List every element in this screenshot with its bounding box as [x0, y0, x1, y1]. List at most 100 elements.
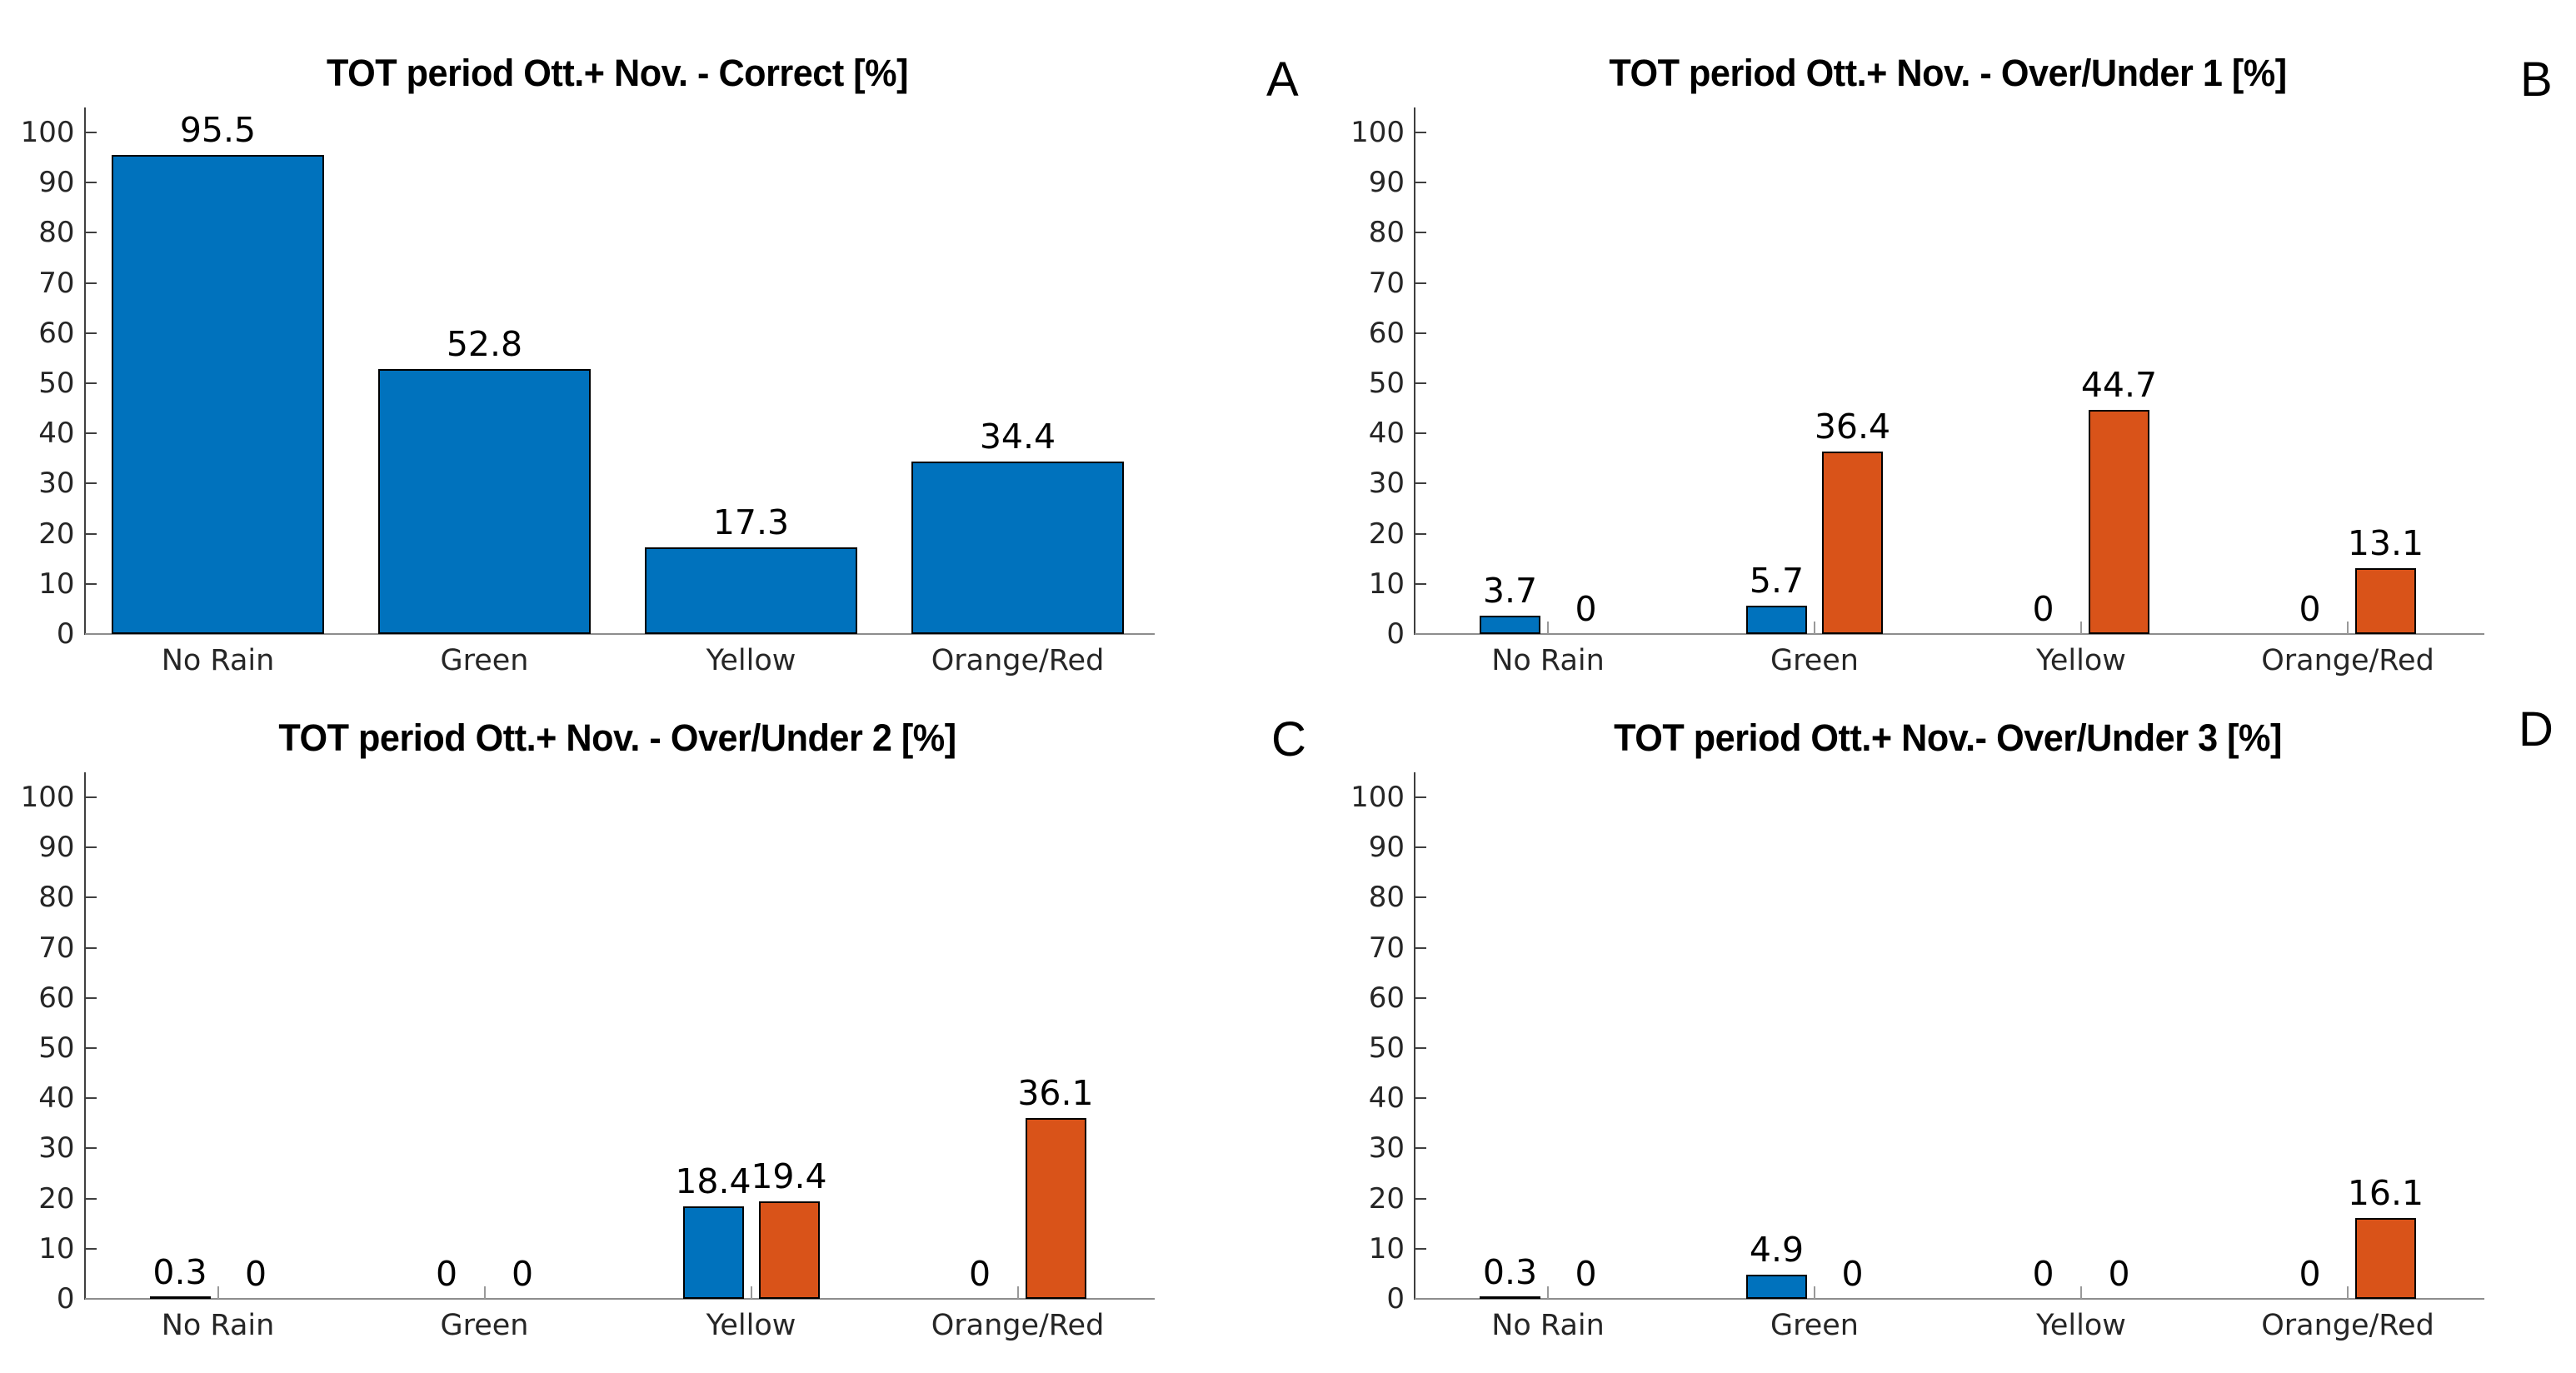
y-tick-mark	[1415, 132, 1426, 134]
y-tick-label: 30	[1368, 1131, 1405, 1166]
y-axis	[83, 772, 86, 1300]
x-axis	[84, 1298, 1155, 1300]
x-tick-mark	[1547, 1286, 1549, 1299]
y-tick-label: 50	[38, 1031, 75, 1066]
y-tick-mark	[1415, 1247, 1426, 1250]
x-tick-mark	[1547, 622, 1549, 634]
value-label-D-2-orange: 0	[2108, 1254, 2130, 1294]
x-category-label: Green	[1770, 1309, 1859, 1342]
y-tick-mark	[84, 946, 97, 949]
x-tick-mark	[2080, 1286, 2082, 1299]
y-tick-label: 90	[1368, 831, 1405, 865]
x-axis	[1415, 1298, 2484, 1300]
value-label-B-2-orange: 44.7	[2080, 364, 2158, 405]
y-tick-mark	[1415, 582, 1426, 585]
x-axis	[1415, 633, 2484, 635]
value-label-A-3-blue: 34.4	[979, 416, 1056, 457]
y-tick-mark	[1415, 382, 1426, 385]
bar-B-1-orange	[1822, 451, 1883, 634]
y-tick-label: 0	[56, 1282, 75, 1316]
y-tick-mark	[1415, 1097, 1426, 1100]
bar-C-3-orange	[1025, 1117, 1086, 1299]
panel-letter-a: A	[1266, 52, 1299, 107]
y-tick-label: 30	[38, 1131, 75, 1166]
y-tick-mark	[84, 846, 97, 849]
bar-B-3-orange	[2355, 568, 2416, 634]
y-tick-mark	[1415, 332, 1426, 334]
value-label-C-1-blue: 0	[435, 1254, 458, 1294]
x-category-label: Green	[1770, 644, 1859, 677]
bar-B-2-orange	[2089, 409, 2149, 634]
y-tick-label: 20	[1368, 517, 1405, 551]
y-tick-label: 0	[1386, 617, 1405, 651]
chart-title-c: TOT period Ott.+ Nov. - Over/Under 2 [%]	[278, 716, 956, 759]
panel-letter-b: B	[2520, 52, 2553, 107]
y-tick-label: 30	[38, 467, 75, 501]
y-tick-label: 60	[38, 981, 75, 1015]
y-tick-label: 80	[1368, 881, 1405, 915]
y-tick-label: 100	[1350, 116, 1405, 150]
value-label-C-3-blue: 0	[968, 1254, 991, 1294]
value-label-C-1-orange: 0	[511, 1254, 534, 1294]
x-tick-mark	[1814, 622, 1815, 634]
y-tick-label: 0	[56, 617, 75, 651]
y-tick-mark	[84, 482, 97, 485]
value-label-D-2-blue: 0	[2032, 1254, 2054, 1294]
x-tick-mark	[2347, 1286, 2349, 1299]
y-tick-label: 40	[1368, 417, 1405, 451]
chart-title-d: TOT period Ott.+ Nov.- Over/Under 3 [%]	[1614, 716, 2282, 759]
y-tick-label: 100	[20, 116, 75, 150]
y-tick-label: 10	[1368, 567, 1405, 601]
value-label-B-0-orange: 0	[1575, 589, 1597, 629]
value-label-D-0-blue: 0.3	[1482, 1252, 1538, 1293]
panel-d: TOT period Ott.+ Nov.- Over/Under 3 [%] …	[1288, 686, 2576, 1373]
x-category-label: Orange/Red	[2261, 1309, 2434, 1342]
x-category-label: Orange/Red	[931, 1309, 1105, 1342]
x-category-label: Yellow	[2036, 1309, 2126, 1342]
y-tick-label: 30	[1368, 467, 1405, 501]
x-tick-mark	[217, 1286, 219, 1299]
y-tick-mark	[1415, 482, 1426, 485]
x-category-label: No Rain	[161, 1309, 275, 1342]
y-tick-label: 50	[1368, 367, 1405, 401]
value-label-C-0-blue: 0.3	[152, 1252, 207, 1293]
bar-A-1-blue	[378, 369, 591, 634]
y-tick-mark	[1415, 182, 1426, 184]
value-label-B-1-orange: 36.4	[1814, 406, 1891, 447]
y-tick-label: 70	[1368, 931, 1405, 965]
x-category-label: Orange/Red	[931, 644, 1105, 677]
x-category-label: Orange/Red	[2261, 644, 2434, 677]
y-tick-mark	[84, 132, 97, 134]
x-tick-mark	[1814, 1286, 1815, 1299]
bar-A-3-blue	[911, 461, 1124, 634]
y-tick-label: 20	[1368, 1181, 1405, 1216]
value-label-B-3-blue: 0	[2299, 589, 2321, 629]
y-tick-label: 50	[38, 367, 75, 401]
bar-A-2-blue	[645, 547, 857, 634]
y-tick-label: 70	[38, 931, 75, 965]
x-tick-mark	[1016, 1286, 1019, 1299]
y-tick-label: 10	[38, 567, 75, 601]
y-tick-label: 60	[1368, 316, 1405, 350]
x-category-label: Green	[440, 1309, 529, 1342]
x-category-label: No Rain	[1491, 644, 1605, 677]
y-tick-mark	[1415, 1197, 1426, 1200]
y-tick-label: 20	[38, 1181, 75, 1216]
x-tick-mark	[2347, 622, 2349, 634]
y-tick-mark	[84, 796, 97, 799]
y-tick-label: 90	[1368, 166, 1405, 200]
y-tick-mark	[84, 996, 97, 999]
y-tick-mark	[1415, 1147, 1426, 1150]
panel-b: TOT period Ott.+ Nov. - Over/Under 1 [%]…	[1288, 0, 2576, 686]
y-tick-mark	[84, 532, 97, 535]
x-category-label: Yellow	[706, 1309, 796, 1342]
y-tick-mark	[84, 1147, 97, 1150]
bar-D-3-orange	[2355, 1218, 2416, 1299]
y-tick-label: 90	[38, 166, 75, 200]
bar-A-0-blue	[112, 155, 324, 634]
value-label-A-0-blue: 95.5	[179, 110, 257, 151]
y-tick-mark	[84, 896, 97, 899]
x-tick-mark	[483, 1286, 486, 1299]
y-tick-mark	[1415, 996, 1426, 999]
